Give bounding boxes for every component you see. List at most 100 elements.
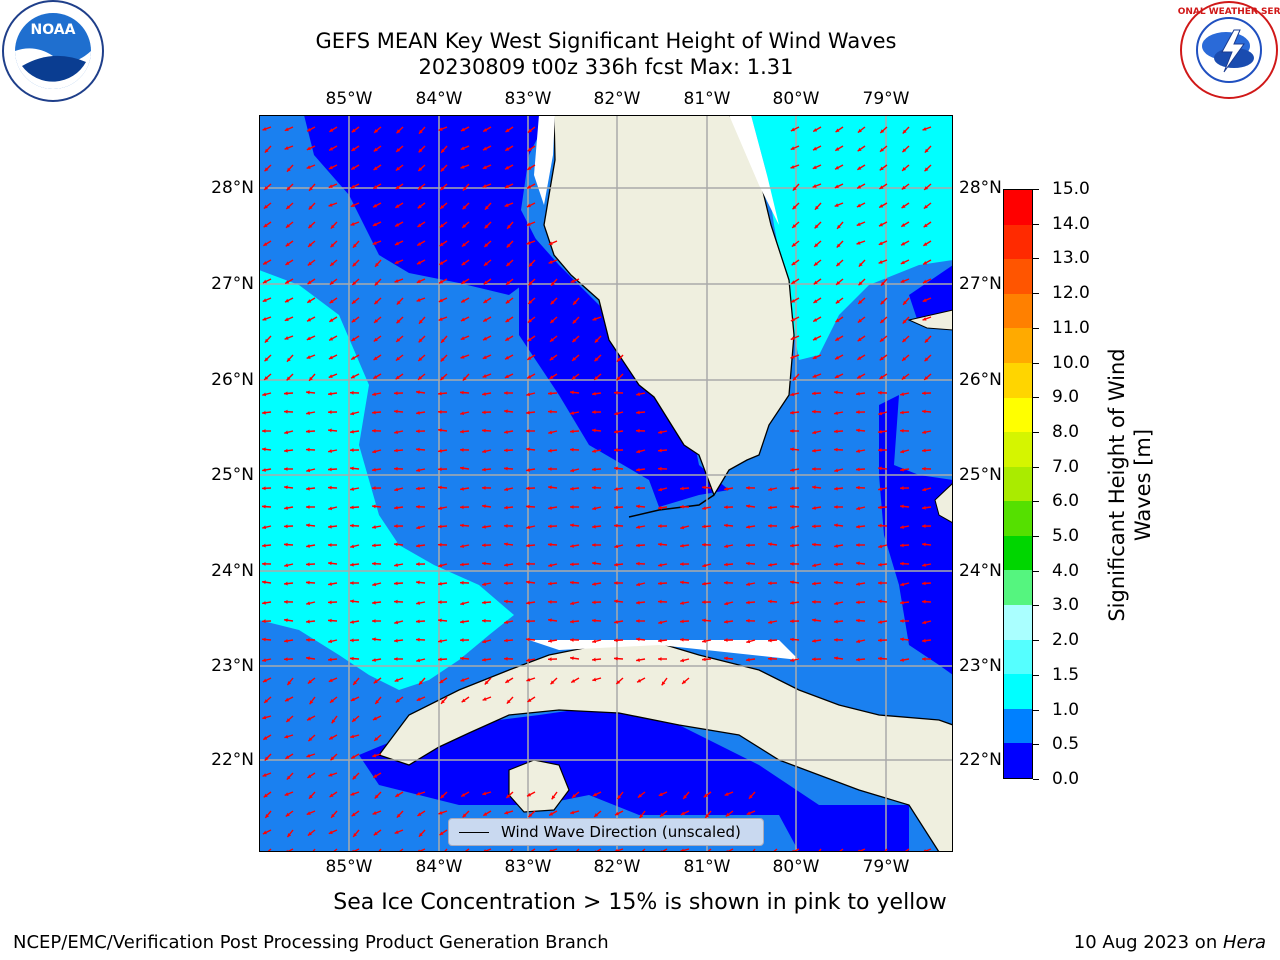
wind-arrow	[877, 466, 888, 471]
wind-arrow	[680, 810, 690, 816]
wind-arrow	[350, 620, 360, 624]
wind-arrow	[482, 354, 492, 360]
wind-arrow	[327, 410, 338, 415]
wind-arrow	[547, 485, 558, 490]
wind-arrow	[460, 486, 470, 491]
wind-arrow	[327, 524, 338, 529]
wind-arrow	[262, 468, 272, 472]
wind-arrow	[396, 297, 404, 306]
wind-arrow	[394, 487, 404, 492]
wind-arrow	[286, 677, 294, 686]
wind-arrow	[351, 126, 360, 133]
colorbar-tick-mark	[1033, 536, 1039, 538]
wind-arrow	[570, 411, 580, 415]
wind-arrow	[614, 620, 624, 624]
nws-logo-text: NATIONAL WEATHER SERVICE	[1178, 7, 1280, 17]
wind-arrow	[415, 486, 426, 491]
wind-arrow	[327, 391, 338, 396]
wind-arrow	[327, 561, 338, 566]
colorbar-tick-label: 3.0	[1052, 595, 1080, 616]
wind-arrow	[834, 468, 844, 473]
wind-arrow	[548, 430, 558, 435]
wind-arrow	[724, 601, 734, 606]
wind-arrow	[836, 221, 844, 230]
wind-arrow	[505, 259, 514, 267]
wind-arrow	[880, 278, 888, 287]
wind-arrow	[352, 259, 360, 267]
wind-arrow	[372, 183, 382, 190]
wind-arrow	[506, 696, 514, 705]
wind-arrow	[329, 297, 338, 304]
wind-arrow	[459, 466, 470, 471]
wind-arrow	[525, 543, 536, 548]
colorbar-tick-mark	[1033, 397, 1039, 399]
noaa-logo: NOAA	[0, 0, 106, 104]
wind-arrow	[352, 772, 360, 780]
wind-arrow	[306, 354, 316, 360]
wind-arrow	[724, 486, 734, 491]
wind-arrow	[592, 582, 602, 586]
wind-arrow	[569, 447, 580, 452]
wind-arrow	[482, 639, 492, 644]
wind-arrow	[284, 335, 294, 340]
wind-arrow	[901, 354, 910, 362]
wind-arrow	[372, 753, 382, 758]
wind-arrow	[372, 221, 382, 227]
wind-arrow	[482, 316, 492, 323]
wind-arrow	[790, 126, 800, 132]
wind-arrow	[791, 221, 800, 229]
wind-arrow	[571, 791, 580, 799]
wind-arrow	[812, 506, 822, 510]
wind-arrow	[373, 145, 382, 152]
wind-arrow	[767, 542, 778, 547]
wind-arrow	[569, 390, 580, 395]
wind-arrow	[813, 297, 822, 304]
wind-arrow	[283, 581, 294, 586]
wind-arrow	[350, 753, 360, 760]
wind-arrow	[262, 316, 272, 321]
wind-arrow	[792, 373, 800, 382]
wind-arrow	[371, 561, 382, 566]
colorbar-segment	[1004, 190, 1032, 226]
wind-arrow	[657, 524, 668, 529]
wind-arrow	[371, 637, 382, 642]
wind-arrow	[393, 466, 404, 471]
wind-arrow	[789, 619, 800, 624]
wind-arrow	[394, 791, 404, 798]
wind-arrow	[924, 354, 932, 362]
wind-arrow	[636, 619, 645, 623]
wind-arrow	[635, 637, 646, 642]
wind-arrow	[440, 354, 448, 362]
wind-arrow	[285, 221, 294, 229]
wind-arrow	[394, 221, 404, 227]
wind-arrow	[591, 410, 602, 415]
wind-arrow	[549, 354, 558, 361]
wind-arrow	[922, 620, 932, 625]
wind-arrow	[613, 562, 624, 567]
wind-arrow	[591, 391, 602, 396]
wind-arrow	[372, 449, 382, 454]
wind-arrow	[833, 656, 844, 661]
wind-arrow	[439, 202, 448, 210]
wind-arrow	[547, 542, 558, 547]
wind-arrow	[331, 715, 338, 724]
wind-arrow	[592, 543, 601, 547]
wind-arrow	[922, 657, 931, 661]
wind-arrow	[614, 544, 624, 549]
wind-arrow	[591, 524, 602, 529]
noaa-logo-text: NOAA	[31, 22, 76, 38]
wind-arrow	[264, 335, 272, 344]
wind-arrow	[526, 468, 536, 472]
wind-arrow	[790, 145, 800, 151]
wind-arrow	[504, 677, 514, 684]
wind-arrow	[591, 467, 602, 472]
wind-arrow	[461, 259, 470, 266]
wind-arrow	[350, 183, 360, 189]
wind-arrow	[352, 677, 360, 686]
wind-arrow	[745, 600, 756, 605]
wind-arrow	[459, 562, 470, 567]
wind-arrow	[504, 391, 513, 395]
wind-arrow	[461, 240, 470, 248]
colorbar-tick-mark	[1033, 293, 1039, 295]
wind-arrow	[482, 696, 492, 701]
